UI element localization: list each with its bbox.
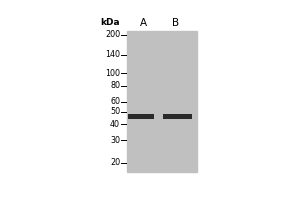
Text: 60: 60 [110,97,120,106]
FancyBboxPatch shape [163,114,192,119]
Text: 80: 80 [110,81,120,90]
FancyBboxPatch shape [128,114,154,119]
Text: 50: 50 [110,107,120,116]
Text: A: A [140,18,147,28]
Text: 140: 140 [105,50,120,59]
Bar [127,31,197,172]
Text: 40: 40 [110,120,120,129]
Text: 20: 20 [110,158,120,167]
Text: 200: 200 [105,30,120,39]
Text: kDa: kDa [100,18,120,27]
Text: 30: 30 [110,136,120,145]
Text: B: B [172,18,179,28]
Text: 100: 100 [105,69,120,78]
